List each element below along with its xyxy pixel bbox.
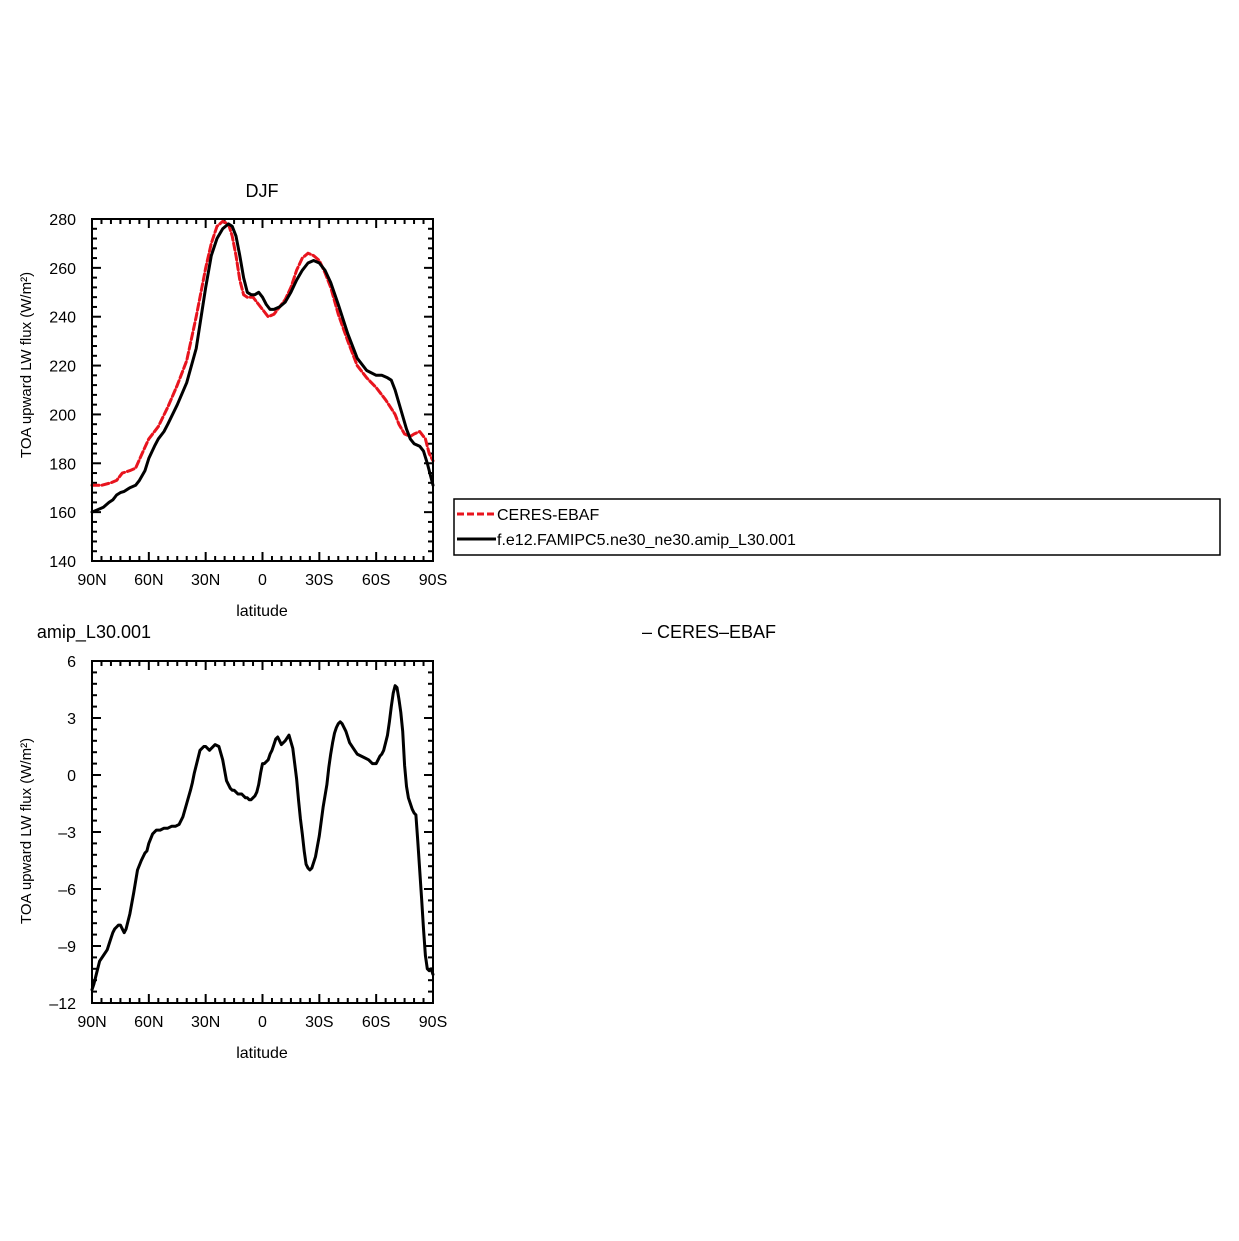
x-tick-label: 30S — [305, 572, 333, 589]
y-tick-label: –3 — [58, 825, 76, 842]
x-tick-label: 90N — [77, 1014, 106, 1031]
x-tick-label: 0 — [258, 572, 267, 589]
x-tick-label: 60S — [362, 572, 390, 589]
top-panel: DJF TOA upward LW flux (W/m²) latitude 9… — [18, 181, 447, 620]
bottom-panel-ylabel: TOA upward LW flux (W/m²) — [18, 738, 35, 924]
y-tick-label: –9 — [58, 939, 76, 956]
y-tick-label: 3 — [67, 711, 76, 728]
legend-box — [453, 498, 1221, 556]
legend-entry-ceres: CERES-EBAF — [497, 507, 599, 524]
y-tick-label: –12 — [49, 996, 76, 1013]
bottom-panel-title-left: amip_L30.001 — [37, 622, 151, 643]
y-tick-label: 0 — [67, 768, 76, 785]
y-tick-label: 200 — [49, 407, 76, 424]
x-tick-label: 30N — [191, 1014, 220, 1031]
y-tick-label: 6 — [67, 654, 76, 671]
y-tick-label: 140 — [49, 554, 76, 571]
x-tick-label: 30N — [191, 572, 220, 589]
y-tick-label: 240 — [49, 310, 76, 327]
x-tick-label: 90S — [419, 572, 447, 589]
series-line-1-0 — [90, 684, 435, 992]
y-tick-label: 220 — [49, 359, 76, 376]
y-tick-label: –6 — [58, 882, 76, 899]
bottom-panel-title-right: – CERES–EBAF — [642, 622, 776, 642]
x-tick-label: 60N — [134, 1014, 163, 1031]
top-panel-frame — [91, 218, 434, 562]
bottom-panel: amip_L30.001 – CERES–EBAF TOA upward LW … — [18, 622, 776, 1062]
legend: CERES-EBAF f.e12.FAMIPC5.ne30_ne30.amip_… — [453, 498, 1221, 556]
top-panel-xlabel: latitude — [236, 603, 288, 620]
top-panel-title: DJF — [246, 181, 279, 201]
y-tick-label: 260 — [49, 261, 76, 278]
series-line-0-1 — [90, 222, 435, 514]
x-tick-label: 90N — [77, 572, 106, 589]
x-tick-label: 60N — [134, 572, 163, 589]
y-tick-label: 280 — [49, 212, 76, 229]
legend-entry-model: f.e12.FAMIPC5.ne30_ne30.amip_L30.001 — [497, 532, 796, 549]
bottom-panel-frame — [91, 660, 434, 1004]
x-tick-label: 0 — [258, 1014, 267, 1031]
top-panel-ylabel: TOA upward LW flux (W/m²) — [18, 272, 35, 458]
x-tick-label: 60S — [362, 1014, 390, 1031]
y-tick-label: 160 — [49, 505, 76, 522]
bottom-panel-xlabel: latitude — [236, 1045, 288, 1062]
y-tick-label: 180 — [49, 456, 76, 473]
x-tick-label: 30S — [305, 1014, 333, 1031]
series-line-0-0 — [90, 219, 435, 487]
x-tick-label: 90S — [419, 1014, 447, 1031]
